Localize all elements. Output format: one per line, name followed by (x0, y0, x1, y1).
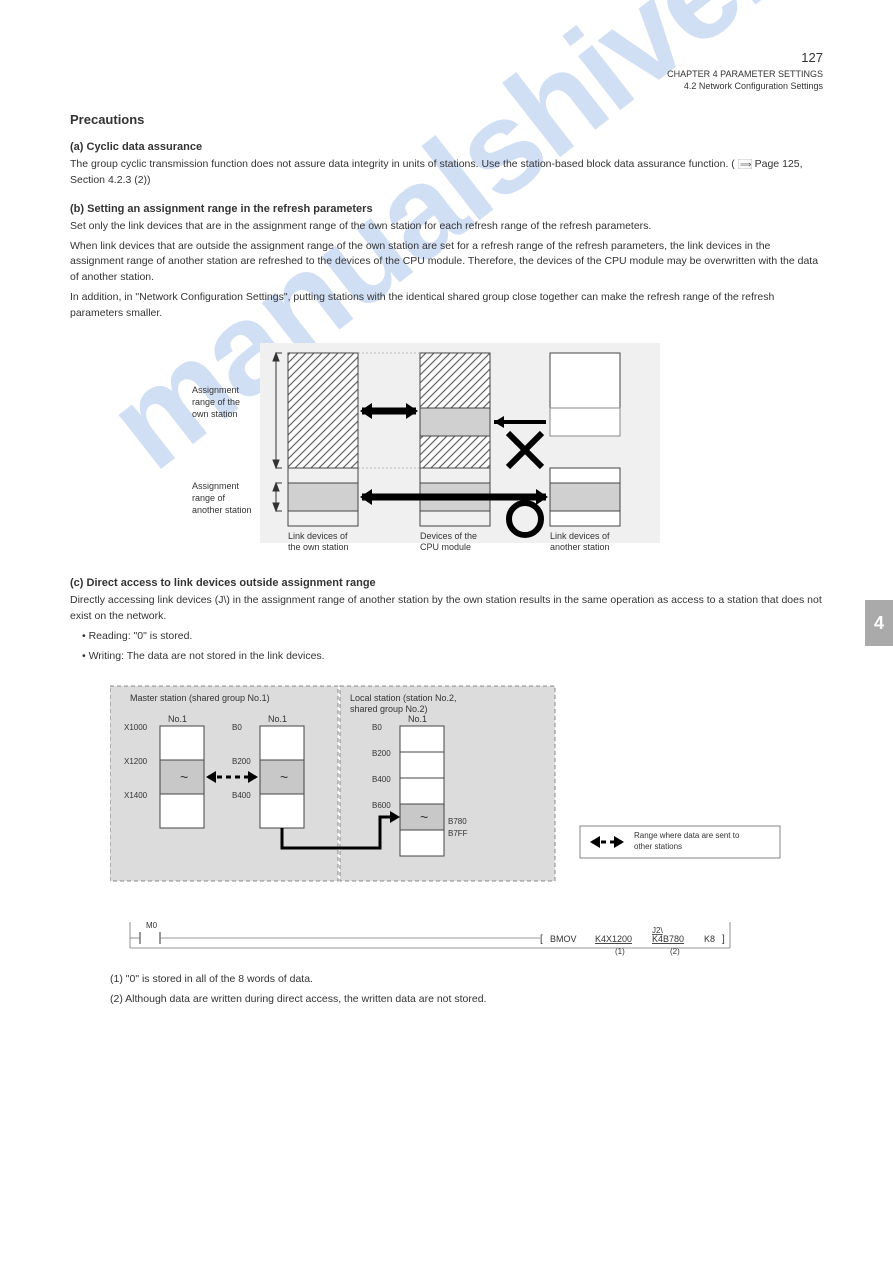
svg-text:No.1: No.1 (408, 714, 427, 724)
svg-text:BMOV: BMOV (550, 934, 577, 944)
svg-text:own station: own station (192, 409, 238, 419)
svg-text:B0: B0 (232, 723, 242, 732)
sub-b-heading: (b) Setting an assignment range in the r… (70, 203, 823, 215)
svg-text:another station: another station (192, 505, 252, 515)
svg-text:range of the: range of the (192, 397, 240, 407)
svg-text:Link devices of: Link devices of (288, 531, 348, 541)
m0-label: M0 (146, 921, 158, 930)
svg-text:Master station (shared group N: Master station (shared group No.1) (130, 693, 270, 703)
svg-text:~: ~ (180, 769, 188, 785)
code-block: M0 [ BMOV K4X1200 J2\ K4B780 K8 ] (1) (2… (110, 918, 823, 958)
code-caption-2: (2) Although data are written during dir… (110, 992, 823, 1008)
svg-text:B780: B780 (448, 817, 467, 826)
para-3: When link devices that are outside the a… (70, 239, 823, 286)
svg-text:the own station: the own station (288, 542, 349, 552)
svg-text:X1200: X1200 (124, 757, 148, 766)
svg-text:~: ~ (280, 769, 288, 785)
svg-text:[: [ (540, 934, 543, 945)
breadcrumb-2: 4.2 Network Configuration Settings (684, 81, 823, 91)
svg-text:B600: B600 (372, 801, 391, 810)
precautions-heading: Precautions (70, 112, 823, 127)
svg-text:(2): (2) (670, 947, 680, 956)
svg-text:⟹: ⟹ (740, 160, 752, 169)
figure-2: Master station (shared group No.1) Local… (110, 676, 823, 906)
svg-text:B200: B200 (232, 757, 251, 766)
sub-c-heading: (c) Direct access to link devices outsid… (70, 577, 823, 589)
svg-text:range of: range of (192, 493, 226, 503)
svg-text:Devices of the: Devices of the (420, 531, 477, 541)
svg-text:]: ] (722, 934, 725, 945)
svg-text:B400: B400 (232, 791, 251, 800)
para-4: In addition, in "Network Configuration S… (70, 290, 823, 322)
code-caption-1: (1) "0" is stored in all of the 8 words … (110, 972, 823, 988)
svg-text:other stations: other stations (634, 842, 682, 851)
svg-text:B200: B200 (372, 749, 391, 758)
para-1: The group cyclic transmission function d… (70, 157, 823, 189)
bullet-writing: • Writing: The data are not stored in th… (82, 649, 823, 665)
page-number: 127 (70, 50, 823, 65)
bullet-reading: • Reading: "0" is stored. (82, 629, 823, 645)
svg-text:another station: another station (550, 542, 610, 552)
svg-text:K4B780: K4B780 (652, 934, 684, 944)
svg-text:X1000: X1000 (124, 723, 148, 732)
svg-text:No.1: No.1 (168, 714, 187, 724)
sub-a-heading: (a) Cyclic data assurance (70, 141, 823, 153)
breadcrumb-1: CHAPTER 4 PARAMETER SETTINGS (667, 69, 823, 79)
reference-icon: ⟹ (738, 159, 752, 169)
svg-text:CPU module: CPU module (420, 542, 471, 552)
para-2: Set only the link devices that are in th… (70, 219, 823, 235)
svg-text:B0: B0 (372, 723, 382, 732)
svg-text:B7FF: B7FF (448, 829, 468, 838)
svg-text:Assignment: Assignment (192, 385, 240, 395)
breadcrumb: CHAPTER 4 PARAMETER SETTINGS 4.2 Network… (70, 69, 823, 92)
svg-text:Range where data are sent to: Range where data are sent to (634, 831, 740, 840)
svg-text:No.1: No.1 (268, 714, 287, 724)
svg-text:~: ~ (420, 809, 428, 825)
svg-text:X1400: X1400 (124, 791, 148, 800)
svg-text:Link devices of: Link devices of (550, 531, 610, 541)
svg-text:shared group No.2): shared group No.2) (350, 704, 428, 714)
chapter-tab: 4 (865, 600, 893, 646)
figure-1: Assignment range of the own station Assi… (110, 333, 823, 563)
svg-text:Assignment: Assignment (192, 481, 240, 491)
svg-text:(1): (1) (615, 947, 625, 956)
svg-text:B400: B400 (372, 775, 391, 784)
svg-text:K8: K8 (704, 934, 715, 944)
para-5: Directly accessing link devices (J\) in … (70, 593, 823, 625)
svg-text:Local station (station No.2,: Local station (station No.2, (350, 693, 457, 703)
svg-text:K4X1200: K4X1200 (595, 934, 632, 944)
